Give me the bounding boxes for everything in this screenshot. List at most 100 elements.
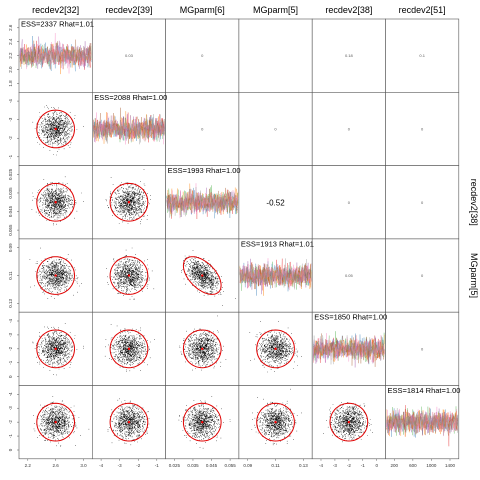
y-tick-label: 0.025	[8, 168, 13, 180]
confidence-ellipse	[109, 256, 149, 295]
panel-frame	[311, 18, 386, 93]
trace-panel: ESS=2337 Rhat=1.01	[19, 20, 94, 75]
center-point	[54, 420, 57, 424]
confidence-ellipse	[109, 329, 149, 369]
column-label: recdev2[38]	[325, 5, 372, 15]
center-point	[127, 420, 131, 424]
panel-frame	[92, 18, 166, 93]
y-tick-label: 0.035	[8, 187, 13, 199]
scatter-points	[105, 169, 151, 225]
panel-frame	[311, 238, 386, 313]
ess-rhat-label: ESS=2337 Rhat=1.01	[21, 20, 94, 29]
x-tick-label: 2.6	[53, 463, 60, 468]
panel-frame	[385, 18, 460, 93]
trace-line	[19, 43, 92, 69]
ess-rhat-label: ESS=2088 Rhat=1.00	[94, 93, 167, 102]
y-tick-label: -3	[8, 332, 13, 336]
scatter-points	[31, 176, 84, 226]
trace-line	[93, 112, 165, 145]
y-tick-label: -1	[8, 154, 13, 158]
scatter-panel	[105, 169, 151, 225]
confidence-ellipse	[256, 329, 295, 369]
x-tick-label: 3.0	[80, 463, 87, 468]
scatter-panel	[106, 247, 155, 300]
confidence-ellipse	[182, 402, 222, 442]
scatter-points	[104, 324, 155, 372]
scatter-points	[178, 396, 231, 449]
y-tick-label: 2.4	[8, 38, 13, 45]
column-label: recdev2[32]	[32, 5, 79, 15]
confidence-ellipse	[36, 109, 75, 149]
panel-frame	[165, 18, 240, 93]
trace-line	[166, 183, 239, 219]
scatter-points	[251, 388, 302, 446]
x-tick-label: 1000	[426, 463, 437, 468]
panel-frame	[311, 165, 386, 240]
column-label: MGparm[6]	[180, 5, 225, 15]
scatter-points	[181, 250, 236, 306]
y-tick-label: 2.0	[8, 66, 13, 73]
correlation-value: 0	[201, 126, 204, 131]
scatter-panel	[178, 396, 231, 449]
correlation-value: 0	[348, 126, 351, 131]
y-tick-label: -4	[8, 319, 13, 323]
y-tick-label: 0	[8, 448, 13, 451]
x-tick-label: 0.025	[169, 463, 181, 468]
panel-grid: ESS=2337 Rhat=1.01 ESS=2088 Rhat=1.00 ESS=…	[18, 18, 461, 460]
center-point	[127, 347, 131, 351]
y-tick-label: -1	[8, 434, 13, 438]
scatter-panel	[249, 321, 302, 373]
y-tick-label: -1	[8, 360, 13, 364]
panel-frame	[238, 165, 313, 240]
scatter-panel	[181, 250, 236, 306]
row-label: MGparm[5]	[469, 253, 479, 298]
center-point	[274, 420, 277, 424]
confidence-ellipse	[182, 256, 222, 295]
y-tick-label: 0.055	[8, 224, 13, 236]
x-tick-label: -2	[347, 463, 351, 468]
scatter-panel	[32, 323, 84, 376]
x-tick-label: -4	[99, 463, 103, 468]
x-tick-label: 0.13	[299, 463, 308, 468]
y-tick-label: -3	[8, 406, 13, 410]
ess-rhat-label: ESS=1814 Rhat=1.00	[388, 386, 461, 395]
center-point	[54, 274, 57, 277]
confidence-ellipse	[36, 329, 75, 369]
x-tick-label: 0.09	[243, 463, 252, 468]
x-tick-label: 0.035	[187, 463, 199, 468]
scatter-panel	[323, 402, 373, 443]
panel-frame	[165, 92, 240, 166]
center-point	[54, 201, 57, 204]
x-tick-label: 200	[391, 463, 399, 468]
scatter-panel	[31, 176, 84, 226]
column-label: recdev2[39]	[105, 5, 152, 15]
trace-line	[386, 407, 459, 436]
confidence-ellipse	[36, 402, 75, 442]
trace-line	[93, 107, 165, 144]
trace-line	[312, 335, 385, 365]
y-tick-label: -2	[8, 136, 13, 140]
correlation-value: 0.1	[419, 53, 425, 58]
y-tick-label: -2	[8, 420, 13, 424]
y-tick-label: 2.2	[8, 52, 13, 59]
correlation-value: 0	[421, 200, 424, 205]
x-tick-label: -2	[136, 463, 140, 468]
center-point	[201, 420, 204, 424]
correlation-value: 0	[348, 200, 351, 205]
correlation-value: -0.52	[266, 198, 285, 207]
trace-line	[312, 333, 385, 367]
x-tick-label: 1400	[445, 463, 456, 468]
confidence-ellipse	[109, 182, 149, 222]
scatter-points	[179, 315, 227, 371]
trace-panel: ESS=1913 Rhat=1.01	[239, 239, 314, 296]
panel-frame	[385, 92, 460, 166]
correlation-value: 0.05	[345, 273, 354, 278]
center-point	[54, 127, 57, 131]
panel-frame	[311, 92, 386, 166]
ess-rhat-label: ESS=1850 Rhat=1.00	[314, 313, 387, 322]
confidence-ellipse	[109, 402, 149, 442]
scatter-panel	[29, 247, 82, 299]
scatter-panel	[32, 105, 84, 156]
confidence-ellipse	[256, 402, 295, 442]
